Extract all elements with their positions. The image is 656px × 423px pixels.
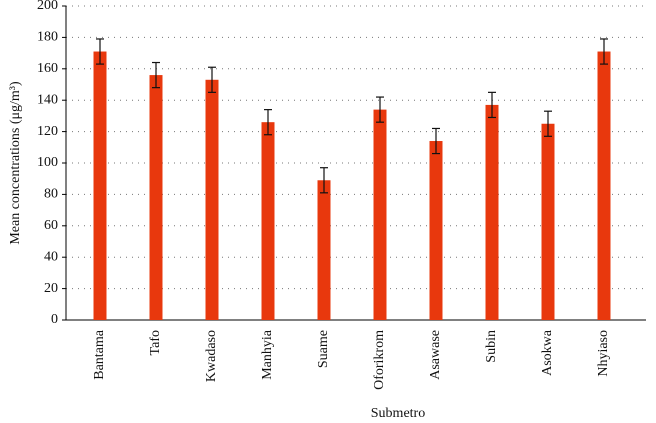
- error-bar: [152, 61, 160, 89]
- error-bar: [432, 127, 440, 155]
- bar: [485, 104, 499, 320]
- error-bar: [320, 167, 328, 194]
- error-bar: [264, 109, 272, 136]
- y-tick-label: 40: [44, 249, 58, 264]
- y-tick-label: 180: [37, 30, 58, 45]
- y-tick-label: 120: [37, 124, 58, 139]
- bar: [205, 79, 219, 320]
- y-tick-label: 140: [37, 92, 58, 107]
- y-tick-label: 100: [37, 155, 58, 170]
- bar: [149, 75, 163, 320]
- error-bar: [488, 91, 496, 119]
- x-tick-label: Suame: [316, 330, 331, 368]
- y-tick-label: 80: [44, 187, 58, 202]
- x-tick-label: Subin: [484, 330, 499, 363]
- x-tick-label: Tafo: [148, 330, 163, 355]
- y-axis-label: Mean concentrations (μg/m³): [8, 81, 23, 245]
- y-tick-label: 60: [44, 218, 58, 233]
- bar: [261, 122, 275, 321]
- x-tick-label: Asawase: [428, 330, 443, 380]
- y-tick-label: 20: [44, 281, 58, 296]
- y-tick-label: 200: [37, 0, 58, 13]
- y-tick-label: 0: [51, 312, 58, 327]
- error-bar: [96, 38, 104, 65]
- x-tick-label: Oforikrom: [372, 330, 387, 390]
- bar: [373, 109, 387, 321]
- error-bar: [208, 66, 216, 93]
- bar: [317, 180, 331, 320]
- bar: [597, 51, 611, 320]
- x-tick-label: Asokwa: [540, 329, 555, 376]
- bar: [93, 51, 107, 320]
- error-bar: [544, 110, 552, 137]
- bar: [429, 141, 443, 320]
- bar: [541, 123, 555, 320]
- x-tick-label: Bantama: [92, 329, 107, 380]
- x-tick-label: Nhyiaso: [596, 330, 611, 377]
- x-tick-label: Kwadaso: [204, 330, 219, 382]
- error-bar: [376, 96, 384, 123]
- error-bar: [600, 38, 608, 65]
- x-tick-label: Manhyia: [260, 329, 275, 380]
- x-axis-label: Submetro: [371, 406, 425, 421]
- y-tick-label: 160: [37, 61, 58, 76]
